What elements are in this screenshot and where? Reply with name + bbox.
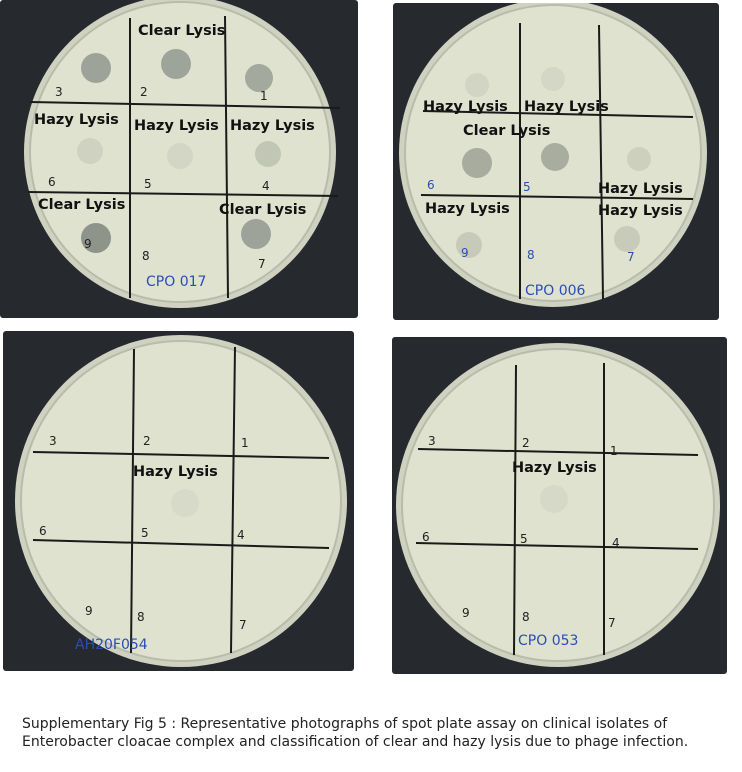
grid-number-label: 4 <box>237 528 245 542</box>
annotation-clear-lysis: Clear Lysis <box>38 197 126 213</box>
figure-caption: Supplementary Fig 5 : Representative pho… <box>22 716 689 750</box>
plate-photo-cpo053: 3 2 1 6 5 4 9 8 7 CPO 053 Hazy Lysis <box>392 337 727 674</box>
annotation-hazy-lysis: Hazy Lysis <box>598 203 683 219</box>
grid-number-label: 8 <box>522 610 530 624</box>
grid-number-label: 9 <box>84 237 92 251</box>
grid-number-label: 2 <box>143 434 151 448</box>
grid-number-label: 5 <box>520 532 528 546</box>
petri-dish-4: 3 2 1 6 5 4 9 8 7 CPO 053 <box>396 343 720 667</box>
annotation-hazy-lysis: Hazy Lysis <box>512 460 597 476</box>
grid-number-label: 3 <box>49 434 57 448</box>
annotation-hazy-lysis: Hazy Lysis <box>134 118 219 134</box>
plate-id-label: CPO 053 <box>518 633 578 649</box>
annotation-hazy-lysis: Hazy Lysis <box>524 99 609 115</box>
plate-photo-cpo006: 6 5 9 8 7 CPO 006 Hazy Lysis Hazy Lysis Clear… <box>393 3 719 320</box>
grid-number-label: 6 <box>48 175 56 189</box>
plate-photo-cpo017: 3 2 1 6 5 4 9 8 7 CPO 017 Clear Lysis Hazy Lysis … <box>0 0 358 318</box>
annotation-hazy-lysis: Hazy Lysis <box>133 464 218 480</box>
grid-number-label: 4 <box>612 536 620 550</box>
grid-number-label: 6 <box>422 530 430 544</box>
grid-number-label: 7 <box>608 616 616 630</box>
grid-number-label: 5 <box>523 180 531 194</box>
grid-number-label: 2 <box>140 85 148 99</box>
grid-number-label: 3 <box>55 85 63 99</box>
annotation-clear-lysis: Clear Lysis <box>219 202 307 218</box>
plate-id-label: CPO 017 <box>146 274 206 290</box>
annotation-hazy-lysis: Hazy Lysis <box>34 112 119 128</box>
grid-number-label: 1 <box>260 89 268 103</box>
grid-number-label: 7 <box>627 250 635 264</box>
annotation-hazy-lysis: Hazy Lysis <box>423 99 508 115</box>
grid-number-label: 8 <box>142 249 150 263</box>
grid-number-label: 2 <box>522 436 530 450</box>
grid-number-label: 8 <box>137 610 145 624</box>
annotation-hazy-lysis: Hazy Lysis <box>598 181 683 197</box>
annotation-clear-lysis: Clear Lysis <box>463 123 551 139</box>
grid-number-label: 9 <box>462 606 470 620</box>
grid-number-label: 8 <box>527 248 535 262</box>
annotation-hazy-lysis: Hazy Lysis <box>425 201 510 217</box>
grid-number-label: 3 <box>428 434 436 448</box>
grid-number-label: 1 <box>610 444 618 458</box>
grid-number-label: 7 <box>258 257 266 271</box>
grid-number-label: 5 <box>141 526 149 540</box>
grid-number-label: 9 <box>85 604 93 618</box>
petri-dish-2: 6 5 9 8 7 CPO 006 <box>399 3 707 307</box>
annotation-clear-lysis: Clear Lysis <box>138 23 226 39</box>
grid-number-label: 5 <box>144 177 152 191</box>
grid-number-label: 6 <box>39 524 47 538</box>
grid-number-label: 6 <box>427 178 435 192</box>
grid-number-label: 7 <box>239 618 247 632</box>
plate-photo-ah20f054: 3 2 1 6 5 4 9 8 7 AH20F054 Hazy Lysis <box>3 331 354 671</box>
grid-number-label: 4 <box>262 179 270 193</box>
petri-dish-3: 3 2 1 6 5 4 9 8 7 AH20F054 <box>15 335 347 667</box>
plate-id-label: CPO 006 <box>525 283 586 299</box>
plate-id-label: AH20F054 <box>75 637 148 653</box>
petri-dish-1: 3 2 1 6 5 4 9 8 7 CPO 017 <box>24 0 341 308</box>
grid-number-label: 1 <box>241 436 249 450</box>
annotation-hazy-lysis: Hazy Lysis <box>230 118 315 134</box>
grid-number-label: 9 <box>461 246 469 260</box>
